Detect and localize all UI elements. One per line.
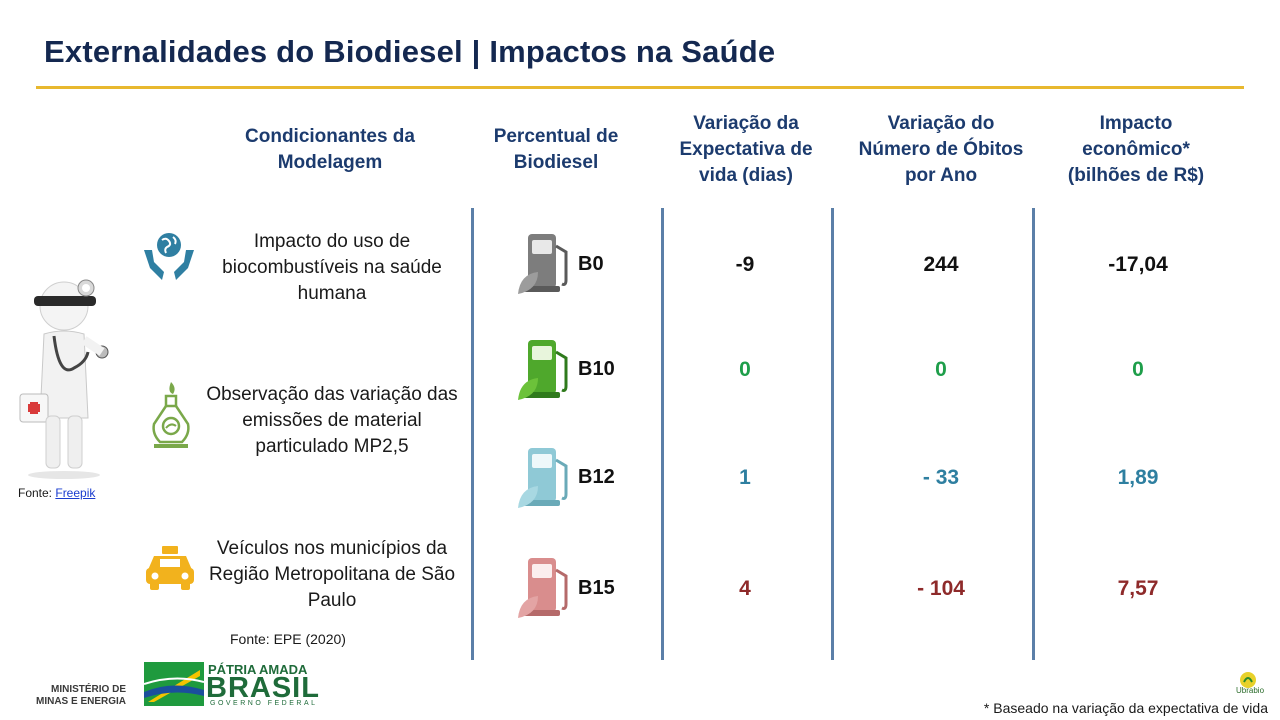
biofuel-flask-icon (152, 382, 190, 448)
value-deaths-b12: - 33 (922, 466, 960, 489)
value-deaths-b10: 0 (935, 358, 947, 381)
condition-text-1: Impacto do uso de biocombustíveis na saú… (222, 231, 442, 304)
ministerio-line1: MINISTÉRIO DE (50, 684, 126, 695)
brasil-text: BRASIL (206, 672, 320, 704)
condition-text-3: Veículos nos municípios da Região Metrop… (208, 538, 456, 611)
ubrabio-logo-icon (1240, 672, 1256, 688)
value-impact-b0: -17,04 (1108, 253, 1168, 276)
column-divider (1032, 208, 1035, 660)
value-impact-b10: 0 (1132, 358, 1144, 381)
title-underline (36, 86, 1244, 89)
column-divider (661, 208, 664, 660)
page-title: Externalidades do Biodiesel | Impactos n… (44, 34, 776, 69)
column-divider (471, 208, 474, 660)
source-freepik: Fonte: Freepik (18, 486, 95, 500)
value-impact-b15: 7,57 (1117, 577, 1159, 600)
header-variacao-obitos: Variação do Número de Óbitos por Ano (858, 113, 1024, 186)
source-epe: Fonte: EPE (2020) (230, 631, 346, 647)
header-impacto: Impacto econômico* (bilhões de R$) (1067, 113, 1205, 186)
value-life-b0: -9 (735, 253, 755, 276)
fuel-pump-green-icon (518, 340, 568, 400)
header-condicionantes: Condicionantes da Modelagem (245, 126, 415, 173)
patria-amada-text: PÁTRIA AMADA (208, 662, 308, 677)
freepik-link[interactable]: Freepik (55, 486, 96, 500)
percentual-b10: B10 (578, 358, 615, 380)
percentual-b0: B0 (578, 253, 604, 275)
percentual-b12: B12 (578, 466, 615, 488)
header-variacao-vida: Variação da Expectativa de vida (dias) (679, 113, 813, 186)
percentual-b15: B15 (578, 577, 615, 599)
condition-text-2: Observação das variação das emissões de … (206, 384, 458, 457)
doctor-figure-icon (19, 279, 109, 479)
value-life-b10: 0 (739, 358, 751, 381)
value-impact-b12: 1,89 (1117, 466, 1159, 489)
fuel-pump-blue-icon (518, 448, 568, 508)
fuel-pump-gray-icon (518, 234, 568, 294)
footnote: * Baseado na variação da expectativa de … (983, 700, 1268, 716)
header-percentual: Percentual de Biodiesel (493, 126, 619, 173)
source-freepik-prefix: Fonte: (18, 486, 56, 500)
ubrabio-text: Ubrabio (1236, 686, 1265, 695)
ministerio-line2: MINAS E ENERGIA (36, 696, 127, 707)
governo-federal-text: GOVERNO FEDERAL (210, 700, 318, 707)
brasil-flag-logo-icon (144, 662, 204, 706)
column-divider (831, 208, 834, 660)
value-deaths-b15: - 104 (917, 577, 965, 600)
value-deaths-b0: 244 (923, 253, 959, 276)
ministerio-logo: MINISTÉRIO DE MINAS E ENERGIA (36, 684, 126, 708)
value-life-b12: 1 (739, 466, 751, 489)
taxi-icon (146, 546, 194, 590)
value-life-b15: 4 (739, 577, 751, 600)
globe-hands-icon (144, 233, 194, 280)
fuel-pump-red-icon (518, 558, 568, 618)
